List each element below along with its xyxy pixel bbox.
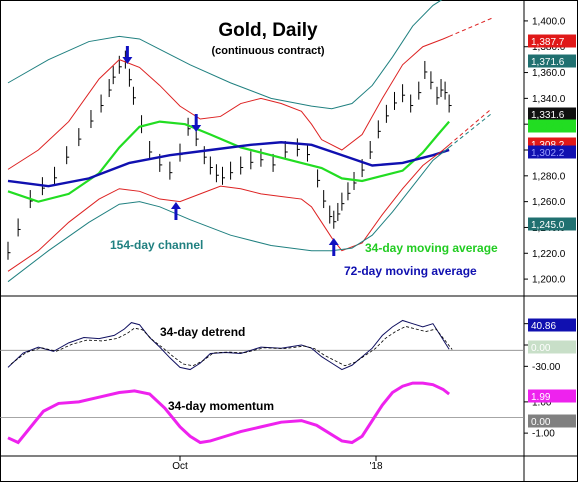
price-badge-label: 1,371.6 <box>531 57 565 68</box>
detrend-badge <box>528 340 576 354</box>
value-badges: 1,387.7 1,371.6 1,331.61,324.9 1,308.21,302… <box>528 34 576 428</box>
y-tick-label: 1,200.0 <box>532 275 566 286</box>
chart-subtitle: (continuous contract) <box>211 45 324 57</box>
y-tick-label: -1.00 <box>532 429 555 440</box>
price-badge <box>528 107 576 121</box>
price-badge <box>528 34 576 48</box>
projection-line <box>448 17 492 37</box>
momentum-badge <box>528 414 576 428</box>
annotation-34-day-ma: 34-day moving average <box>365 241 498 255</box>
y-tick-label: 1,220.0 <box>532 249 566 260</box>
momentum-badge-label: 0.00 <box>531 417 551 428</box>
series-34-day-momentum <box>7 381 451 445</box>
series-34-day-moving-average <box>7 120 450 203</box>
series-layer <box>7 0 492 445</box>
price-badge-label: 1,387.7 <box>531 37 565 48</box>
annotation-34-day-momentum: 34-day momentum <box>168 399 274 413</box>
x-tick-label-oct: Oct <box>172 461 188 472</box>
x-tick-label-18: '18 <box>369 461 382 472</box>
detrend-badge-label: 40.86 <box>531 321 556 332</box>
series-detrend-signal <box>10 326 453 367</box>
price-badge <box>528 145 576 159</box>
y-tick-label: 1,340.0 <box>532 94 566 105</box>
arrow-down-oct-head <box>191 125 202 132</box>
series-72-day-moving-average <box>7 141 450 188</box>
series-34-day-detrend <box>7 319 450 371</box>
series-154-day-channel-lower <box>7 147 450 283</box>
annotation-34-day-detrend: 34-day detrend <box>160 325 245 339</box>
y-tick-label: 1,400.0 <box>532 16 566 27</box>
y-tick-label: 1,260.0 <box>532 197 566 208</box>
price-badge-label: 1,331.6 <box>531 110 565 121</box>
y-tick-label: 1.00 <box>532 397 552 408</box>
price-badge-label: 1,308.2 <box>531 140 565 151</box>
y-tick-label: 1,360.0 <box>532 68 566 79</box>
y-tick-label: 1,280.0 <box>532 171 566 182</box>
arrow-down-top-head <box>122 57 133 64</box>
projection-line <box>448 113 492 148</box>
momentum-badge-label: 1.99 <box>531 392 551 403</box>
price-badge-label: 1,324.9 <box>531 122 565 133</box>
momentum-badge <box>528 389 576 403</box>
annotation-72-day-ma: 72-day moving average <box>344 264 477 278</box>
series-34-day-envelope-upper <box>7 35 450 170</box>
series-154-day-channel-upper <box>7 0 443 110</box>
price-badge-label: 1,245.0 <box>531 220 565 231</box>
series-34-day-envelope-lower <box>7 144 450 272</box>
chart-title: Gold, Daily <box>218 20 318 41</box>
price-badge-label: 1,302.2 <box>531 148 565 159</box>
detrend-badge <box>528 318 576 332</box>
annotation-154-day-channel: 154-day channel <box>110 238 203 252</box>
price-badge <box>528 54 576 68</box>
price-badge <box>528 119 576 133</box>
turn-arrows <box>122 46 339 256</box>
price-badge <box>528 217 576 231</box>
detrend-badge-label: 0.00 <box>531 343 551 354</box>
y-tick-label: -30.00 <box>532 362 561 373</box>
arrow-up-oct-head <box>170 202 181 209</box>
arrow-up-dec-head <box>328 238 339 245</box>
y-tick-label: 1,380.0 <box>532 42 566 53</box>
projection-line <box>448 108 492 146</box>
